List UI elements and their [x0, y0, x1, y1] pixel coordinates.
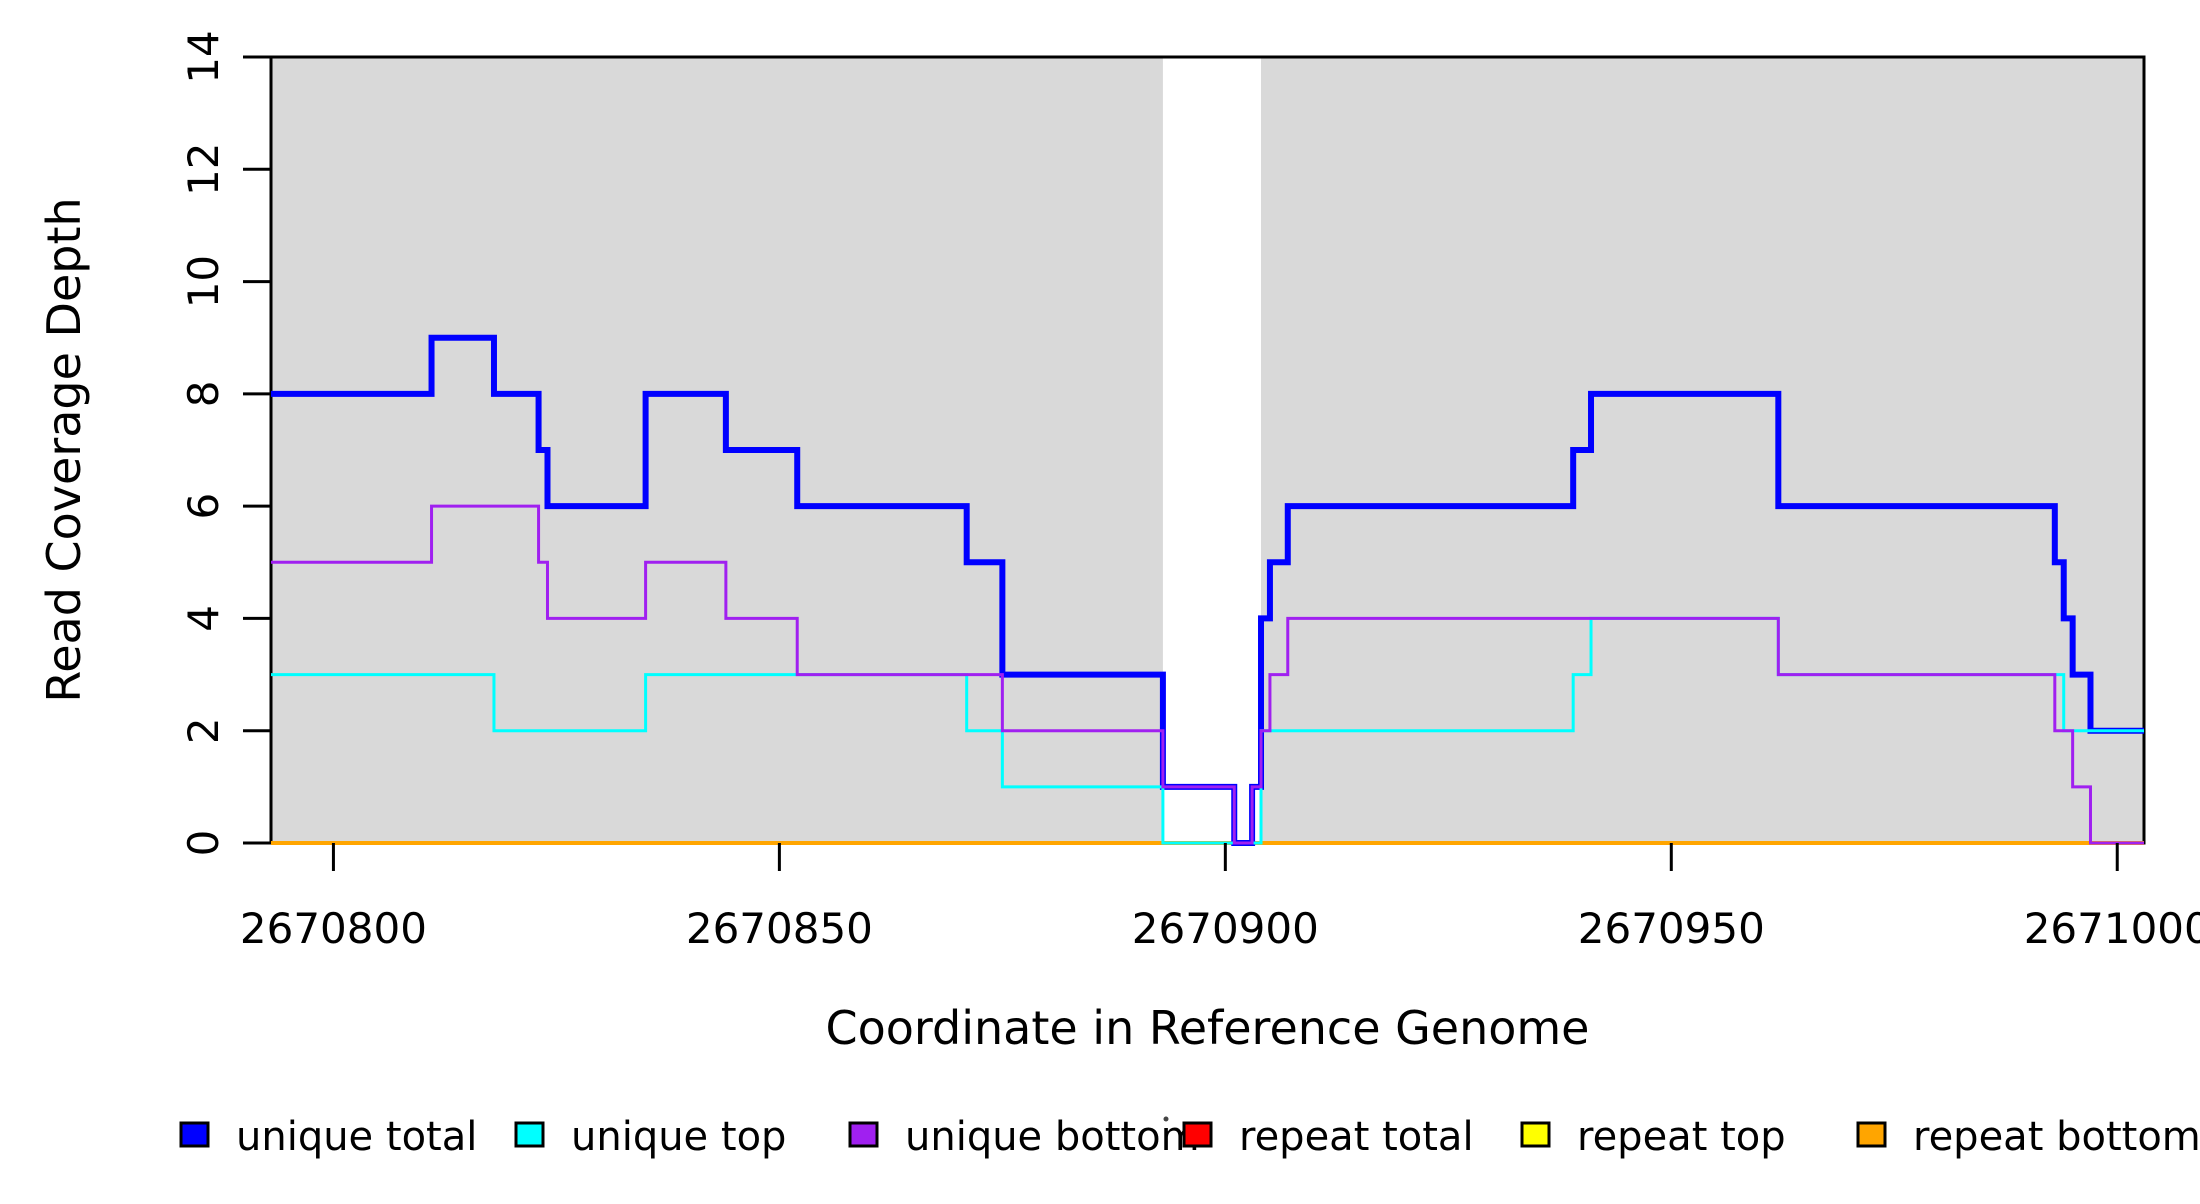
y-tick-label: 10 [179, 255, 228, 308]
legend-label: unique bottom [905, 1114, 1200, 1160]
x-tick-label: 2670800 [240, 904, 427, 953]
legend-swatch-unique-top [514, 1121, 545, 1148]
y-tick-label: 12 [179, 143, 228, 196]
shaded-region-2 [1261, 57, 2144, 843]
y-tick-label: 0 [179, 830, 228, 857]
legend-swatch-unique-bottom [848, 1121, 879, 1148]
y-axis-title: Read Coverage Depth [37, 197, 91, 702]
legend-swatch-repeat-total [1182, 1121, 1213, 1148]
x-axis-title: Coordinate in Reference Genome [826, 1001, 1590, 1055]
legend-item-repeat-bottom: repeat bottom [1856, 1114, 2200, 1160]
y-tick-label: 4 [179, 605, 228, 632]
x-tick-label: 2670900 [1132, 904, 1319, 953]
y-tick-label: 14 [179, 30, 228, 83]
legend-swatch-repeat-bottom [1856, 1121, 1887, 1148]
x-tick-label: 2670850 [686, 904, 873, 953]
legend-item-repeat-total: repeat total [1182, 1114, 1474, 1160]
x-tick-label: 2670950 [1578, 904, 1765, 953]
legend-swatch-repeat-top [1520, 1121, 1551, 1148]
annotations [1163, 1116, 1169, 1122]
shaded-region-1 [271, 57, 1163, 843]
shaded-read-regions [271, 57, 2144, 843]
y-tick-label: 8 [179, 380, 228, 407]
series-lines [271, 334, 2144, 846]
stray-dot [1163, 1116, 1169, 1122]
legend: unique total unique top unique bottom repea… [179, 1114, 2200, 1160]
legend-item-unique-total: unique total [179, 1114, 477, 1160]
legend-label: repeat top [1577, 1114, 1786, 1160]
y-axis: 0 2 4 6 8 10 12 14 [179, 30, 271, 856]
x-tick-label: 2671000 [2024, 904, 2200, 953]
legend-label: repeat bottom [1913, 1114, 2200, 1160]
y-tick-label: 2 [179, 717, 228, 744]
x-axis: 2670800 2670850 2670900 2670950 2671000 [240, 843, 2200, 953]
legend-swatch-unique-total [179, 1121, 210, 1148]
legend-item-unique-bottom: unique bottom [848, 1114, 1200, 1160]
legend-item-unique-top: unique top [514, 1114, 786, 1160]
series-line-unique-bottom [271, 504, 2144, 845]
legend-label: repeat total [1239, 1114, 1474, 1160]
y-tick-label: 6 [179, 493, 228, 520]
legend-label: unique total [236, 1114, 477, 1160]
legend-item-repeat-top: repeat top [1520, 1114, 1786, 1160]
legend-label: unique top [571, 1114, 786, 1160]
